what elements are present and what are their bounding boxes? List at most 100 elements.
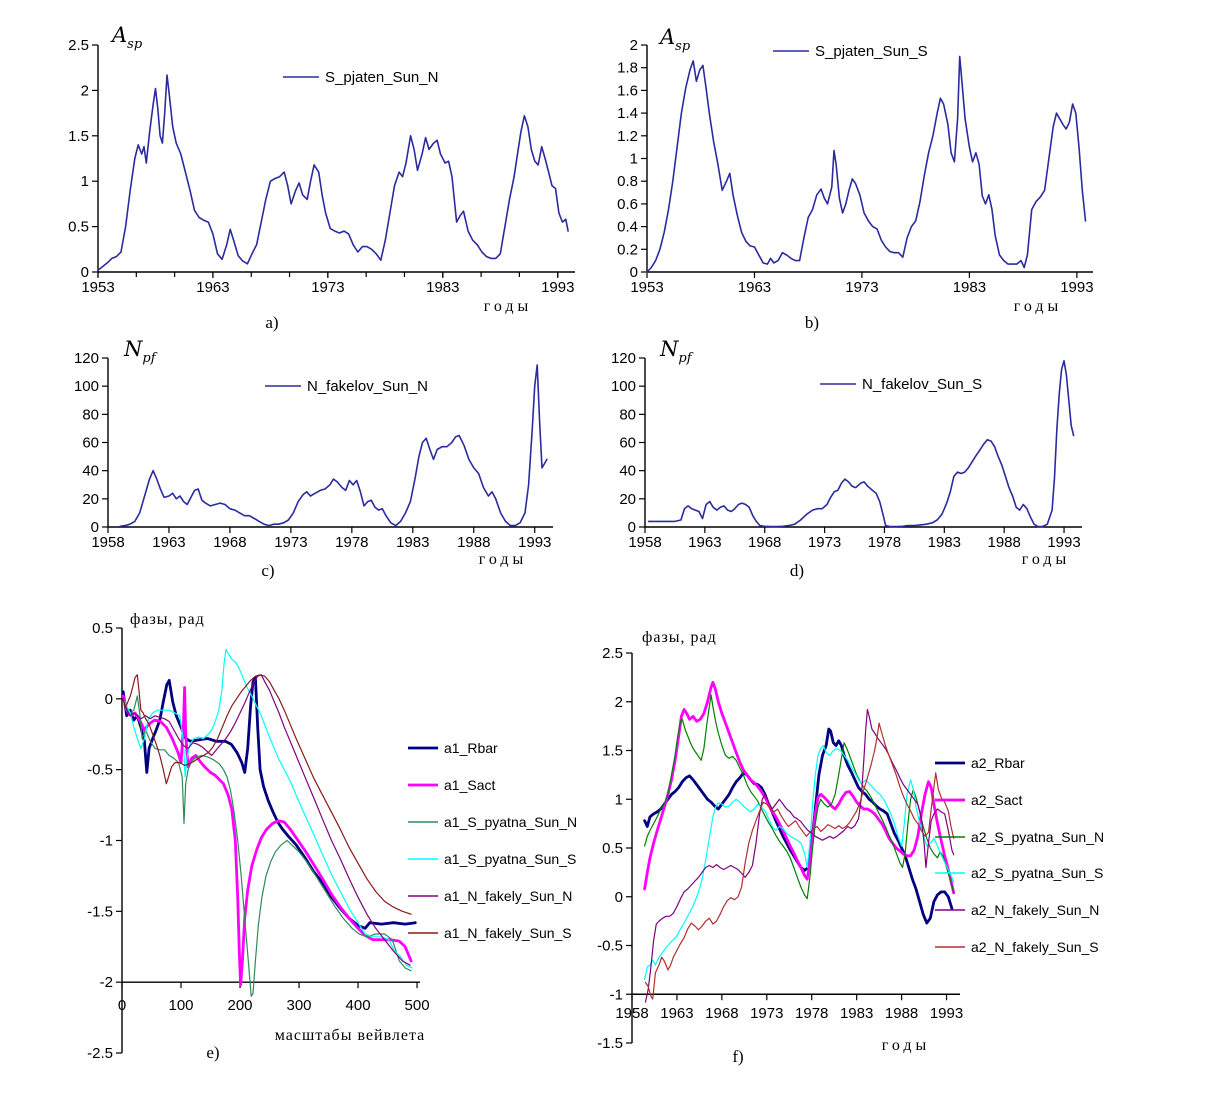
series-N_fakelov_Sun_N: [119, 364, 548, 528]
legend: N_fakelov_Sun_S: [820, 376, 982, 393]
y-tick-label: 0: [630, 264, 638, 281]
chart-a: 0 0.5 1 1.5 2 2.5 1953 1963 1973 1983 1993 S_pjaten…: [68, 23, 575, 332]
series-a1_S_pyatna_Sun_N: [122, 695, 412, 997]
legend-label-a2_N_fakely_Sun_S: a2_N_fakely_Sun_S: [971, 939, 1099, 955]
x-tick-label: 100: [168, 997, 193, 1014]
y-axis-ticks: 0 20 40 60 80 100 120: [74, 350, 108, 536]
y-axis-ticks: 0 20 40 60 80 100 120: [611, 350, 645, 536]
chart-e: 0.5 0 -0.5 -1 -1.5 -2 -2.5 0 100 200 300 400 500 a1_R…: [87, 611, 577, 1062]
x-tick-label: 1983: [928, 534, 961, 551]
panel-caption: c): [261, 561, 274, 580]
legend-item-a2_N_fakely_Sun_S: a2_N_fakely_Sun_S: [935, 939, 1099, 955]
legend: a1_Rbar a1_Sact a1_S_pyatna_Sun_N a1_S_pyat…: [408, 740, 577, 941]
x-tick-label: 1978: [335, 534, 368, 551]
series-a2_S_pyatna_Sun_S: [643, 744, 955, 981]
x-axis-ticks: 1958 1963 1968 1973 1978 1983 1988 1993: [91, 527, 551, 551]
y-tick-label: 0.5: [68, 219, 89, 236]
series-a2_N_fakely_Sun_N: [644, 708, 955, 1003]
y-tick-label: 0.5: [602, 840, 623, 857]
legend-label-a2_S_pyatna_Sun_S: a2_S_pyatna_Sun_S: [971, 865, 1103, 881]
y-tick-label: 0: [81, 264, 89, 281]
series-a1_Sact: [121, 686, 413, 987]
x-tick-label: 1968: [213, 534, 246, 551]
y-tick-label: 60: [82, 435, 99, 452]
x-tick-label: 1993: [1060, 279, 1093, 296]
legend-label-a2_N_fakely_Sun_N: a2_N_fakely_Sun_N: [971, 902, 1099, 918]
x-tick-label: 1983: [840, 1005, 873, 1022]
series-S_pjaten_Sun_N: [97, 74, 569, 272]
y-tick-label: 1.5: [68, 128, 89, 145]
y-axis-ticks: 0.5 0 -0.5 -1 -1.5 -2 -2.5: [87, 620, 122, 1062]
x-tick-label: 1973: [750, 1005, 783, 1022]
y-tick-label: 1.4: [617, 105, 638, 122]
legend-label-N_fakelov_Sun_S: N_fakelov_Sun_S: [862, 376, 982, 393]
y-axis-ticks: 2.5 2 1.5 1 0.5 0 -0.5 -1 -1.5: [597, 645, 632, 1052]
y-axis-title: фазы, рад: [642, 629, 717, 646]
x-tick-label: 1953: [81, 279, 114, 296]
y-tick-label: 20: [619, 491, 636, 508]
y-tick-label: 1: [615, 791, 623, 808]
x-tick-label: 1963: [196, 279, 229, 296]
x-tick-label: 1973: [311, 279, 344, 296]
y-tick-label: -1.5: [87, 903, 113, 920]
panel-caption: a): [265, 313, 278, 332]
x-tick-label: 1983: [953, 279, 986, 296]
x-tick-label: 1978: [868, 534, 901, 551]
y-axis-title: Asp: [110, 23, 143, 52]
y-axis-title: Asp: [658, 25, 691, 54]
x-tick-label: 1963: [738, 279, 771, 296]
legend-label-a2_Sact: a2_Sact: [971, 792, 1022, 808]
x-tick-label: 1993: [930, 1005, 963, 1022]
x-tick-label: 0: [118, 997, 126, 1014]
x-tick-label: 1973: [808, 534, 841, 551]
x-tick-label: 1958: [628, 534, 661, 551]
legend-item-a1_N_fakely_Sun_N: a1_N_fakely_Sun_N: [408, 888, 572, 904]
y-tick-label: 2.5: [68, 37, 89, 54]
x-tick-label: 1953: [630, 279, 663, 296]
y-tick-label: 1.5: [602, 743, 623, 760]
x-axis-title: годы: [1014, 298, 1063, 315]
legend-label-a1_N_fakely_Sun_N: a1_N_fakely_Sun_N: [444, 888, 572, 904]
y-tick-label: 0: [615, 889, 623, 906]
x-axis-ticks: 1958 1963 1968 1973 1978 1983 1988 1993: [615, 994, 963, 1022]
series-a1_Rbar: [121, 676, 417, 930]
y-tick-label: 0.5: [92, 620, 113, 637]
legend: N_fakelov_Sun_N: [265, 378, 428, 395]
series-a1_S_pyatna_Sun_S: [122, 648, 413, 969]
legend-label-N_fakelov_Sun_N: N_fakelov_Sun_N: [307, 378, 428, 395]
legend-item-a2_S_pyatna_Sun_N: a2_S_pyatna_Sun_N: [935, 829, 1104, 845]
y-tick-label: -0.5: [597, 938, 623, 955]
x-tick-label: 1978: [795, 1005, 828, 1022]
y-tick-label: -1.5: [597, 1035, 623, 1052]
y-tick-label: 1: [81, 173, 89, 190]
panel-caption: e): [206, 1043, 219, 1062]
y-tick-label: 2.5: [602, 645, 623, 662]
legend-label-a1_Rbar: a1_Rbar: [444, 740, 498, 756]
y-tick-label: 1.2: [617, 128, 638, 145]
x-axis-title: масштабы вейвлета: [275, 1027, 426, 1044]
y-axis-title: фазы, рад: [130, 611, 205, 628]
y-tick-label: 0: [105, 691, 113, 708]
x-axis-ticks: 1958 1963 1968 1973 1978 1983 1988 1993: [628, 527, 1081, 551]
panel-caption: f): [732, 1047, 743, 1066]
y-tick-label: 80: [82, 406, 99, 423]
legend-label-a1_Sact: a1_Sact: [444, 777, 495, 793]
legend-label-a1_S_pyatna_Sun_N: a1_S_pyatna_Sun_N: [444, 814, 577, 830]
y-tick-label: -2: [100, 974, 113, 991]
x-tick-label: 1963: [660, 1005, 693, 1022]
y-tick-label: 0.6: [617, 196, 638, 213]
x-tick-label: 1993: [541, 279, 574, 296]
y-tick-label: 1.6: [617, 82, 638, 99]
panel-caption: d): [790, 561, 804, 580]
series-S_pjaten_Sun_S: [646, 55, 1087, 273]
x-tick-label: 1993: [1047, 534, 1080, 551]
y-tick-label: -0.5: [87, 762, 113, 779]
x-tick-label: 1963: [152, 534, 185, 551]
series-a2_S_pyatna_Sun_N: [643, 694, 955, 900]
